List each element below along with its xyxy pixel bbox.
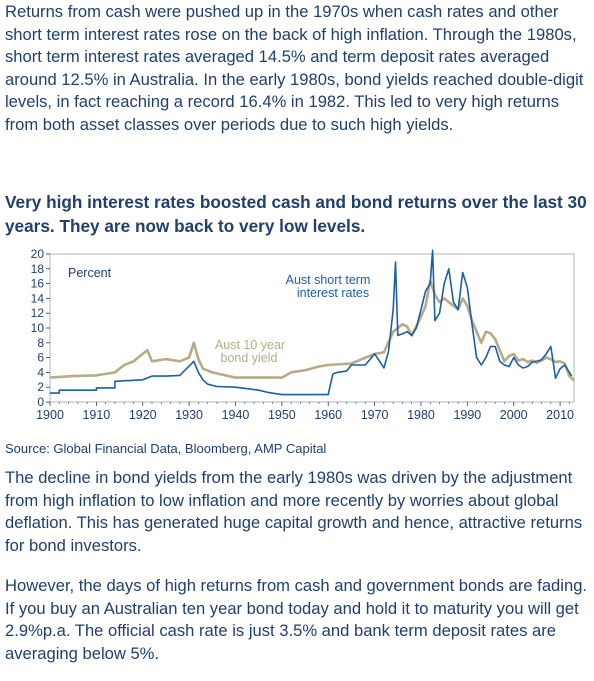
x-tick-label: 1940 <box>222 408 250 422</box>
y-tick-label: 4 <box>37 365 44 379</box>
bond-decline-paragraph: The decline in bond yields from the earl… <box>5 468 583 555</box>
x-tick-label: 1950 <box>268 408 296 422</box>
interest-rates-chart: 0 2 4 6 8 10 12 14 16 18 20 1900 1910 1920 1930 1940 195… <box>0 245 594 435</box>
y-tick-label: 20 <box>31 247 45 261</box>
x-tick-label: 1930 <box>175 408 203 422</box>
y-tick-label: 0 <box>37 395 44 409</box>
intro-paragraph: Returns from cash were pushed up in the … <box>5 2 584 134</box>
x-tick-label: 1960 <box>314 408 342 422</box>
bond-yield-line <box>49 279 575 382</box>
y-tick-label: 2 <box>37 380 44 394</box>
y-tick-label: 12 <box>31 306 45 320</box>
x-tick-label: 1910 <box>82 408 110 422</box>
y-tick-label: 8 <box>37 336 44 350</box>
y-axis-label: Percent <box>68 266 112 280</box>
x-tick-label: 1970 <box>361 408 389 422</box>
short-term-rate-label: Aust short term <box>286 273 371 287</box>
chart-heading: Very high interest rates boosted cash an… <box>5 192 587 236</box>
chart-source: Source: Global Financial Data, Bloomberg… <box>5 441 327 456</box>
x-tick-label: 1920 <box>129 408 157 422</box>
y-tick-label: 14 <box>31 291 45 305</box>
x-tick-label: 1900 <box>36 408 64 422</box>
bond-yield-label: Aust 10 year <box>215 338 285 352</box>
y-tick-label: 18 <box>31 262 45 276</box>
bond-yield-label-line2: bond yield <box>221 351 278 365</box>
short-term-rate-line <box>50 249 573 396</box>
x-tick-label: 2000 <box>500 408 528 422</box>
x-tick-label: 2010 <box>546 408 574 422</box>
y-tick-label: 6 <box>37 351 44 365</box>
fading-returns-paragraph: However, the days of high returns from c… <box>5 576 588 663</box>
x-tick-label: 1990 <box>453 408 481 422</box>
y-tick-label: 16 <box>31 277 45 291</box>
short-term-rate-label-line2: interest rates <box>297 286 369 300</box>
x-tick-label: 1980 <box>407 408 435 422</box>
y-tick-label: 10 <box>31 321 45 335</box>
